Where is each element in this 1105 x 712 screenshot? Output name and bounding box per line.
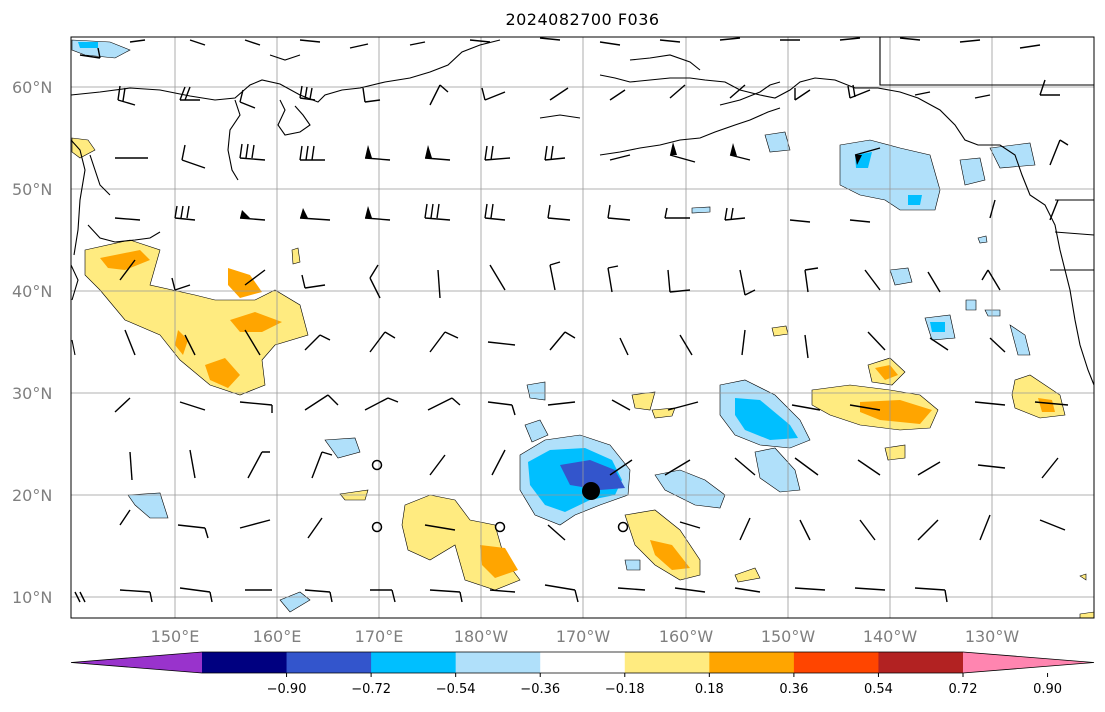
colorbar-tick-label: −0.18 bbox=[605, 682, 645, 697]
negative-anomaly-areas bbox=[71, 39, 1036, 613]
colorbar-segment bbox=[878, 652, 964, 673]
colorbar-tick-label: −0.90 bbox=[267, 682, 307, 697]
colorbar-segment bbox=[371, 652, 457, 673]
colorbar-segment bbox=[202, 652, 288, 673]
colorbar-tick-label: −0.72 bbox=[351, 682, 391, 697]
colorbar-tick-label: 0.54 bbox=[864, 682, 893, 697]
lat-label: 20°N bbox=[12, 486, 52, 505]
positive-anomaly-areas bbox=[71, 137, 1094, 618]
lon-label: 160°E bbox=[253, 627, 302, 646]
lat-label: 40°N bbox=[12, 282, 52, 301]
lat-label: 50°N bbox=[12, 180, 52, 199]
colorbar-segment bbox=[286, 652, 372, 673]
lon-label: 140°W bbox=[863, 627, 918, 646]
lat-label: 60°N bbox=[12, 78, 52, 97]
colorbar-segment bbox=[709, 652, 795, 673]
lat-label: 30°N bbox=[12, 384, 52, 403]
map-title: 2024082700 F036 bbox=[505, 10, 660, 29]
wind-barbs bbox=[74, 37, 1069, 603]
colorbar-outline bbox=[70, 651, 1095, 674]
colorbar-segment bbox=[455, 652, 541, 673]
lon-label: 180°W bbox=[454, 627, 509, 646]
colorbar-tick-label: 0.90 bbox=[1033, 682, 1062, 697]
graticule bbox=[71, 37, 1094, 618]
map-frame bbox=[70, 36, 1095, 619]
colorbar-extend-high bbox=[963, 652, 1094, 673]
colorbar-tick-label: 0.36 bbox=[779, 682, 808, 697]
colorbar-segment bbox=[624, 652, 710, 673]
lon-label: 160°W bbox=[659, 627, 714, 646]
colorbar-tick-label: 0.18 bbox=[695, 682, 724, 697]
lat-label: 10°N bbox=[12, 588, 52, 607]
latitude-labels: 60°N 50°N 40°N 30°N 20°N 10°N bbox=[12, 78, 52, 607]
colorbar: −0.90 −0.72 −0.54 −0.36 −0.18 0.18 0.36 0.54 0.7… bbox=[70, 651, 1095, 697]
colorbar-extend-low bbox=[71, 652, 202, 673]
wind-pennants bbox=[240, 142, 862, 218]
lon-label: 150°W bbox=[761, 627, 816, 646]
longitude-labels: 150°E 160°E 170°E 180°W 170°W 160°W 150°… bbox=[151, 627, 1020, 646]
colorbar-tick-label: −0.54 bbox=[436, 682, 476, 697]
colorbar-tick-label: 0.72 bbox=[949, 682, 978, 697]
storm-center-marker bbox=[582, 482, 600, 500]
colorbar-segment bbox=[540, 652, 626, 673]
colorbar-tick-label: −0.36 bbox=[520, 682, 560, 697]
map-area bbox=[71, 37, 1094, 618]
coastlines bbox=[71, 37, 1094, 386]
lon-label: 130°W bbox=[965, 627, 1020, 646]
lon-label: 170°E bbox=[355, 627, 404, 646]
lon-label: 170°W bbox=[556, 627, 611, 646]
colorbar-segment bbox=[793, 652, 879, 673]
lon-label: 150°E bbox=[151, 627, 200, 646]
station-circles bbox=[371, 459, 629, 533]
